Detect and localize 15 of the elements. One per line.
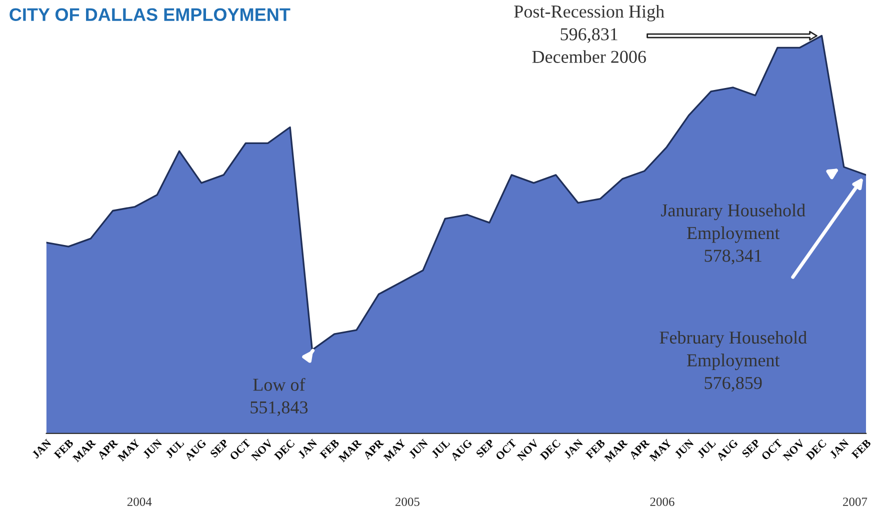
annotation: Janurary Household Employment 578,341 xyxy=(661,204,806,264)
annotation: February Household Employment 576,859 xyxy=(660,330,807,392)
x-tick-label: JUL xyxy=(165,438,184,458)
x-tick-label: SEP xyxy=(742,438,761,458)
chart-title: CITY OF DALLAS EMPLOYMENT xyxy=(10,8,290,21)
annotation: Post-Recession High 596,831 December 2006 xyxy=(514,4,664,63)
annotation: Low of 551,843 xyxy=(250,378,308,416)
x-tick-label: SEP xyxy=(476,438,495,458)
x-tick-label: JUL xyxy=(430,438,450,458)
text: 2005 xyxy=(396,498,420,506)
text: 2007 xyxy=(843,498,868,506)
x-tick-label: SEP xyxy=(210,438,229,458)
x-tick-label: JUL xyxy=(696,438,716,458)
text: 2006 xyxy=(650,498,674,506)
text: 2004 xyxy=(127,498,152,506)
